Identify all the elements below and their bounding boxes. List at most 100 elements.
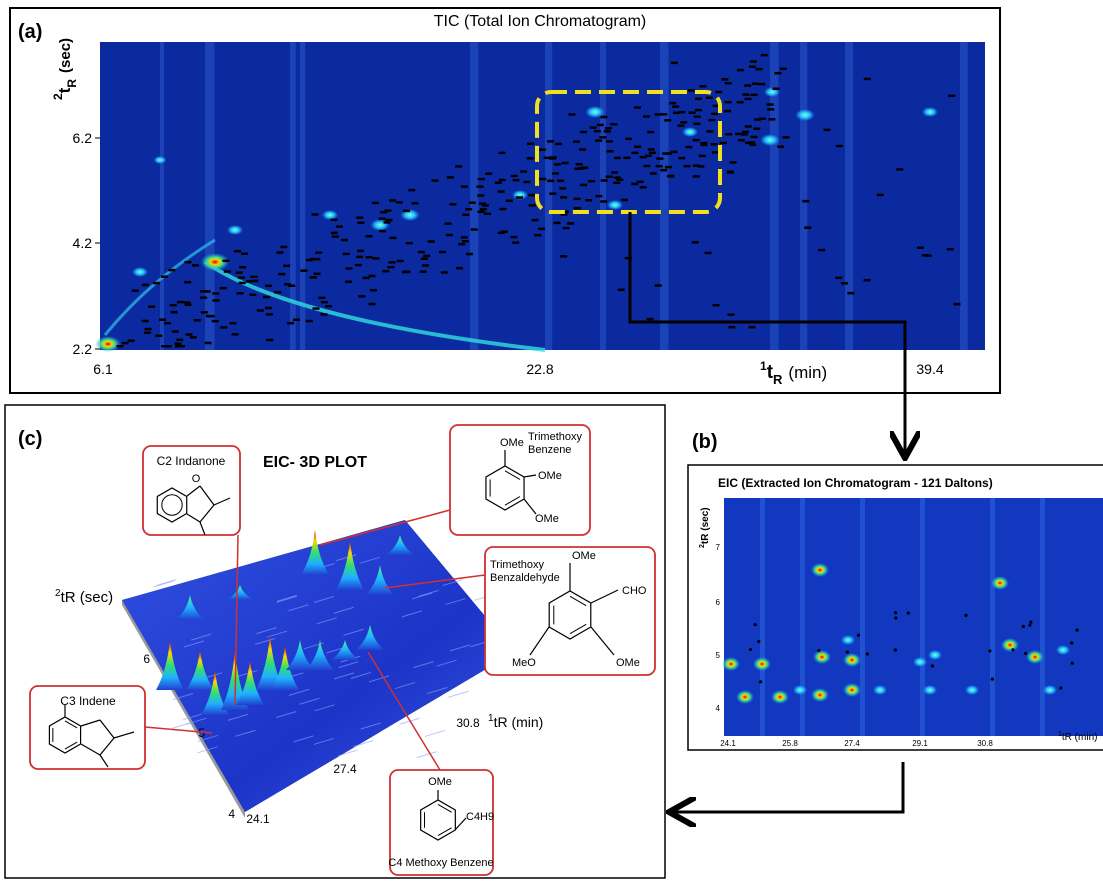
marker [212, 299, 220, 302]
marker [700, 141, 708, 145]
y-tick-label: 6 [716, 598, 721, 607]
marker [549, 192, 557, 195]
marker [782, 136, 790, 139]
marker [823, 128, 831, 132]
x-tick-label: 25.8 [782, 739, 798, 748]
marker [380, 210, 388, 214]
x-tick-label: 6.1 [93, 361, 113, 377]
marker [476, 185, 484, 188]
ripple [449, 644, 471, 652]
marker [309, 276, 317, 279]
marker [238, 281, 246, 285]
marker [774, 71, 782, 75]
marker [293, 318, 301, 322]
ripple [336, 554, 357, 562]
bond [504, 496, 521, 506]
ripple [255, 637, 276, 645]
ripple [172, 693, 194, 700]
marker [704, 251, 712, 255]
marker [356, 216, 364, 219]
marker [193, 318, 201, 322]
marker [600, 200, 608, 203]
marker [534, 233, 542, 237]
marker [753, 623, 757, 627]
marker [990, 677, 994, 681]
ripple [313, 737, 334, 745]
ring [548, 590, 592, 640]
ripple [190, 633, 212, 641]
callout-line [384, 574, 486, 589]
streak [760, 498, 765, 736]
marker [742, 93, 750, 96]
x-tick-label: 24.1 [720, 739, 736, 748]
ripple [338, 661, 359, 669]
peak [201, 670, 229, 715]
marker [510, 174, 518, 178]
ring [156, 487, 188, 523]
marker [515, 196, 523, 199]
marker [705, 96, 713, 99]
ripple [183, 713, 204, 721]
ripple [436, 659, 457, 667]
spot [722, 657, 740, 671]
marker [568, 113, 576, 116]
marker [455, 165, 463, 168]
y-tick-label: 5 [198, 726, 205, 740]
marker [754, 118, 762, 121]
spot [843, 653, 861, 667]
marker [777, 145, 785, 148]
marker [547, 140, 555, 143]
marker [251, 279, 259, 283]
marker [1070, 641, 1074, 645]
ripple [333, 606, 354, 614]
marker [171, 330, 179, 333]
marker [555, 142, 563, 146]
marker [604, 127, 612, 130]
streak [800, 42, 808, 350]
peak [236, 660, 264, 705]
marker [667, 174, 675, 178]
ripple [353, 740, 374, 748]
compound-box [484, 546, 656, 676]
peak [256, 635, 284, 690]
spot [1043, 685, 1057, 695]
compound-text: O [192, 473, 201, 485]
marker [580, 183, 588, 187]
ring [48, 716, 82, 754]
ripple [237, 670, 258, 677]
marker [318, 296, 326, 300]
marker [768, 118, 776, 121]
marker [385, 218, 393, 222]
x-tick-label: 27.4 [333, 762, 357, 776]
marker [711, 112, 719, 116]
marker [331, 235, 339, 238]
marker [265, 306, 273, 310]
spot [200, 253, 230, 271]
marker [417, 250, 425, 254]
spot [736, 690, 754, 704]
streak [860, 498, 865, 736]
ripple [343, 628, 364, 636]
marker [748, 325, 756, 329]
marker [388, 261, 396, 264]
marker [199, 296, 207, 299]
marker [740, 133, 748, 136]
marker [579, 130, 587, 134]
spot [153, 156, 167, 164]
marker [711, 151, 719, 154]
ripple [235, 729, 256, 737]
marker [421, 264, 429, 267]
streak [290, 42, 296, 350]
marker [639, 155, 647, 159]
marker [692, 175, 700, 178]
marker [605, 175, 613, 178]
marker [560, 196, 568, 199]
marker [710, 143, 718, 146]
marker [766, 103, 774, 106]
marker [245, 280, 253, 283]
ripple [418, 589, 439, 597]
spot [843, 683, 861, 697]
marker [553, 163, 561, 166]
marker [320, 313, 328, 316]
compound-box [142, 445, 241, 536]
